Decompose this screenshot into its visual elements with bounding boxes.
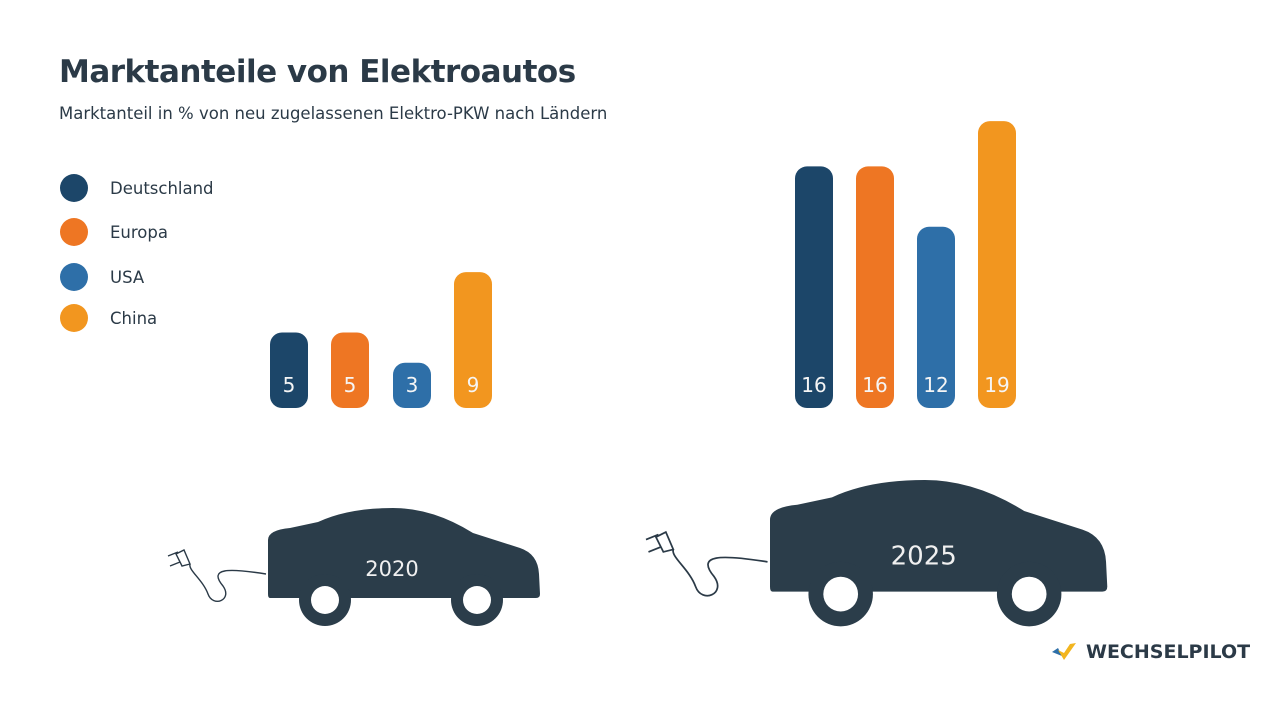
bar-value-label: 3	[406, 373, 419, 397]
bar-china-2020	[454, 272, 492, 408]
checkmark-logo-icon	[1052, 643, 1076, 660]
plug-icon	[167, 549, 191, 567]
bar-deutschland-2020	[270, 332, 308, 408]
plug-icon	[645, 530, 675, 553]
legend-item: USA	[60, 263, 144, 291]
bar-value-label: 12	[923, 373, 948, 397]
legend-item: Deutschland	[60, 174, 214, 202]
year-label: 2020	[365, 557, 418, 581]
car-2025: 2025	[645, 480, 1108, 627]
wheel-hub	[1011, 576, 1047, 612]
legend-swatch	[60, 263, 88, 291]
bar-value-label: 5	[283, 373, 296, 397]
legend-label: USA	[110, 267, 145, 287]
legend-label: Deutschland	[110, 178, 214, 198]
wheel-hub	[823, 576, 859, 612]
wheel-hub	[311, 586, 339, 614]
legend-item: China	[60, 304, 157, 332]
bar-china-2025	[978, 121, 1016, 408]
chart-title: Marktanteile von Elektroautos	[59, 54, 576, 90]
brand-logo: WECHSELPILOT	[1050, 640, 1250, 664]
wheel-hub	[463, 586, 491, 614]
bar-value-label: 5	[344, 373, 357, 397]
bar-value-label: 16	[801, 373, 826, 397]
bar-usa-2025	[917, 226, 955, 408]
bar-value-label: 9	[467, 373, 480, 397]
charging-cable	[672, 549, 768, 597]
bar-europa-2020	[331, 332, 369, 408]
car-2020: 2020	[167, 508, 540, 626]
charging-cable	[189, 563, 267, 603]
legend-label: Europa	[110, 222, 168, 242]
bar-value-label: 19	[984, 373, 1009, 397]
legend-swatch	[60, 218, 88, 246]
year-label: 2025	[891, 541, 957, 571]
brand-name: WECHSELPILOT	[1086, 641, 1251, 663]
legend-swatch	[60, 174, 88, 202]
bar-value-label: 16	[862, 373, 887, 397]
legend-item: Europa	[60, 218, 168, 246]
bar-europa-2025	[856, 166, 894, 408]
bar-deutschland-2025	[795, 166, 833, 408]
legend-swatch	[60, 304, 88, 332]
legend-label: China	[110, 308, 158, 328]
chart-subtitle: Marktanteil in % von neu zugelassenen El…	[59, 104, 608, 123]
bar-usa-2020	[393, 362, 431, 408]
